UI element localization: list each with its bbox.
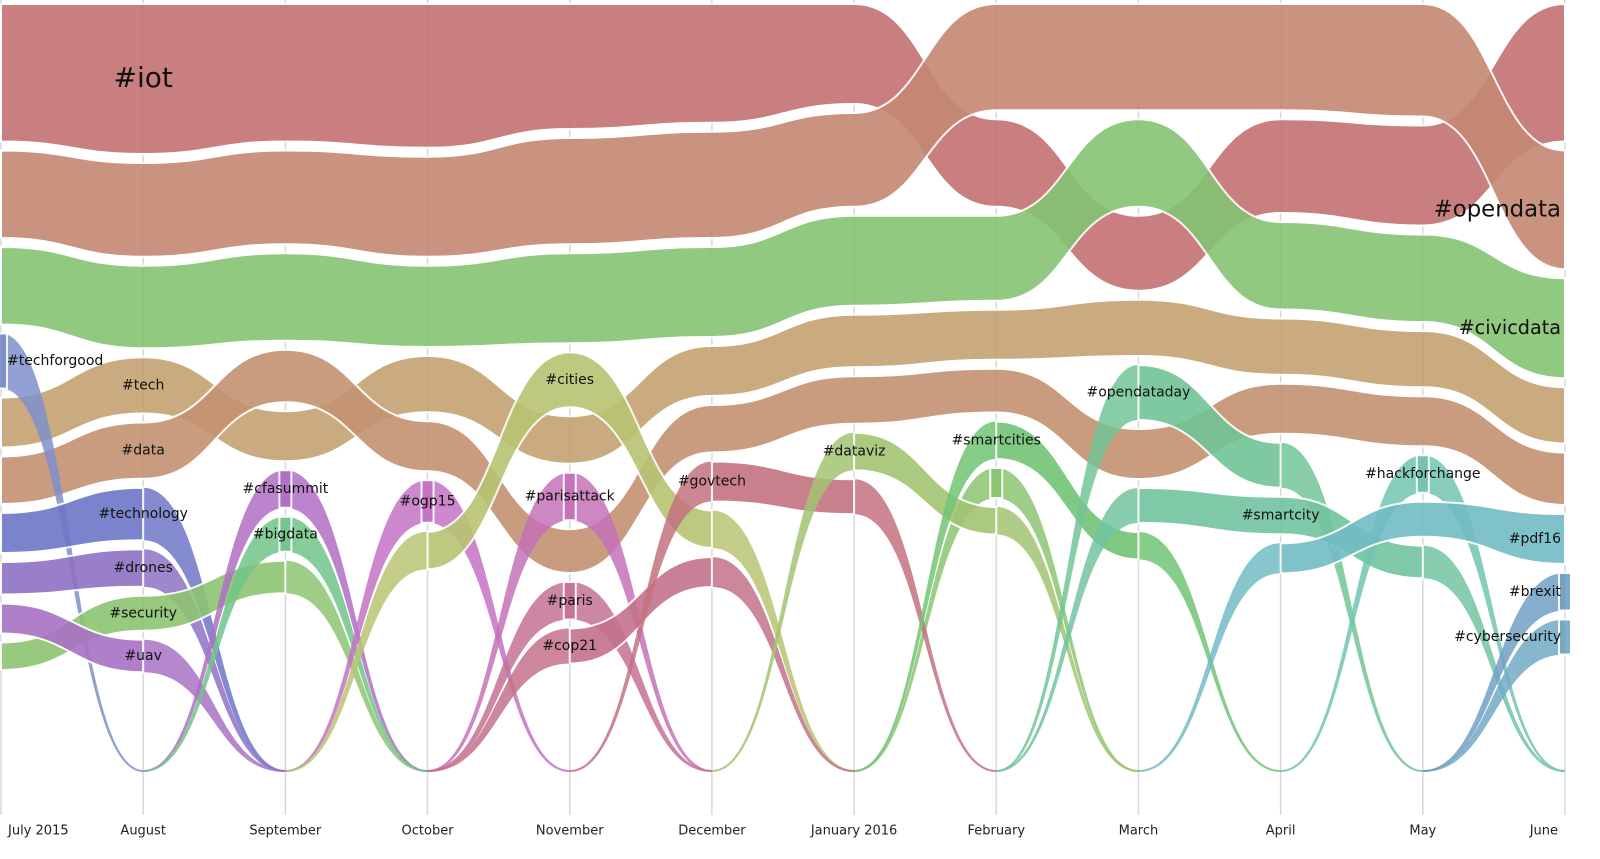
stream [1558, 618, 1572, 656]
series-label: #smartcity [1242, 508, 1320, 524]
series-label: #parisattack [525, 489, 616, 505]
series-label: #technology [98, 506, 187, 522]
stream-tail [711, 432, 855, 772]
stream [0, 548, 145, 596]
series-label: #govtech [678, 474, 746, 490]
x-tick-label: June [1529, 824, 1558, 839]
stream-tail [285, 470, 428, 772]
stream [0, 486, 145, 555]
stream-tail [285, 480, 428, 772]
stream [426, 351, 713, 571]
stream [0, 602, 145, 674]
series-label: #pdf16 [1509, 531, 1561, 547]
series-label: #paris [547, 593, 593, 609]
x-tick-label: February [967, 824, 1025, 839]
x-tick-label: January 2016 [810, 824, 898, 839]
stream-tail [854, 479, 997, 772]
x-tick-label: December [678, 824, 746, 839]
series-label: #uav [124, 648, 161, 664]
series-label: #drones [113, 560, 172, 576]
stream-tail [854, 421, 997, 772]
stream [0, 332, 8, 390]
stream-tail [854, 468, 997, 772]
series-label: #opendata [1434, 196, 1561, 222]
x-tick-label: March [1119, 824, 1159, 839]
x-tick-label: October [402, 824, 455, 839]
stream [853, 431, 998, 536]
x-tick-label: April [1266, 824, 1296, 839]
streams [0, 2, 1572, 772]
labels: July 2015 August September October November D… [7, 61, 1561, 839]
series-label: #cities [545, 372, 594, 388]
series-label: #data [122, 443, 165, 459]
stream-tail [1280, 442, 1423, 772]
stream-tail [1138, 543, 1281, 772]
stream-tail [1280, 455, 1423, 772]
stream-tail [1138, 532, 1281, 772]
stream [1415, 454, 1430, 494]
stream [0, 118, 1566, 380]
stream-tail [427, 472, 570, 772]
x-tick-label: May [1409, 824, 1436, 839]
series-label: #civicdata [1459, 316, 1561, 339]
series-label: #security [109, 605, 177, 621]
stream-tail [1422, 545, 1565, 772]
x-tick-label: September [249, 824, 322, 839]
x-tick-label: July 2015 [7, 824, 69, 839]
stream [1137, 363, 1282, 489]
stream [568, 555, 713, 665]
stream [1558, 571, 1572, 612]
stream-tail [1, 333, 144, 772]
stream-tail [143, 470, 286, 772]
stream [278, 469, 293, 509]
series-label: #ogp15 [400, 494, 456, 510]
stream-tail [711, 510, 855, 772]
series-label: #dataviz [823, 444, 886, 460]
series-label: #cybersecurity [1454, 629, 1561, 645]
stream [420, 479, 435, 524]
series-label: #smartcities [952, 432, 1041, 448]
stream [562, 580, 577, 621]
stream [0, 2, 1566, 271]
series-label: #hackforchange [1365, 466, 1480, 482]
series-label: #cfasummit [242, 481, 328, 497]
series-label: #opendataday [1086, 385, 1190, 401]
stream [562, 471, 577, 522]
stream [0, 348, 1566, 575]
stream [1279, 500, 1566, 575]
series-label: #iot [114, 61, 173, 94]
stream-tail [143, 516, 286, 772]
series-label: #brexit [1509, 584, 1562, 600]
stream-tail [143, 639, 286, 772]
stream-tail [427, 628, 570, 772]
x-tick-label: November [536, 824, 604, 839]
stream [0, 2, 1566, 292]
stream-tail [569, 461, 712, 772]
stream-tail [1422, 573, 1565, 772]
series-label: #tech [122, 377, 164, 393]
series-label: #bigdata [253, 526, 318, 542]
stream-tail [996, 468, 1139, 772]
stream-tail [1422, 619, 1565, 772]
stream [989, 467, 1004, 499]
series-label: #techforgood [7, 353, 103, 369]
stream-tail [285, 531, 428, 772]
stream-tail [996, 365, 1139, 772]
stream [278, 515, 293, 553]
stream-tail [1422, 455, 1565, 772]
stream-tail [711, 557, 855, 772]
stream-tail [427, 582, 570, 772]
stream-tail [996, 488, 1139, 772]
series-label: #cop21 [542, 638, 597, 654]
x-tick-label: August [120, 824, 166, 839]
